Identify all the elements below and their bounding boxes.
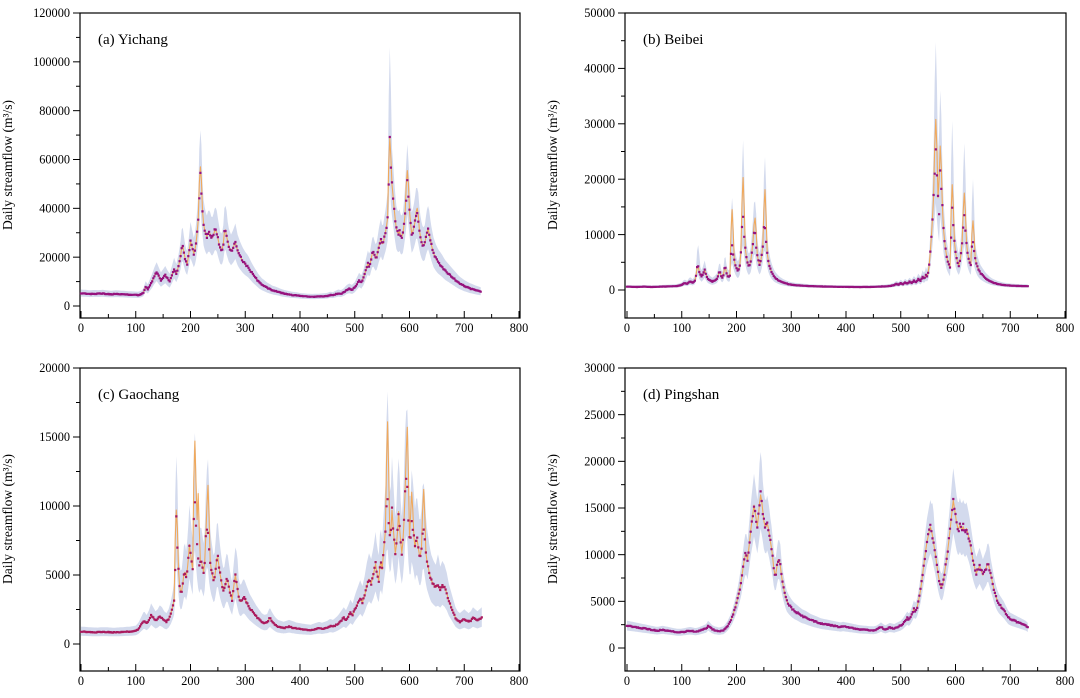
x-tick-label: 700 <box>455 674 473 688</box>
x-tick-label: 600 <box>400 321 418 335</box>
x-tick-label: 0 <box>624 674 630 688</box>
x-tick-label: 400 <box>291 674 309 688</box>
uncertainty-band-d <box>627 452 1028 636</box>
x-tick-label: 400 <box>837 321 855 335</box>
x-tick-label: 800 <box>510 321 528 335</box>
x-tick-label: 800 <box>510 674 528 688</box>
x-tick-label: 600 <box>946 674 964 688</box>
x-tick-label: 700 <box>455 321 473 335</box>
x-tick-label: 0 <box>78 674 84 688</box>
x-tick-label: 0 <box>624 321 630 335</box>
simulated-line-a <box>80 136 481 298</box>
x-tick-label: 700 <box>1001 321 1019 335</box>
x-tick-label: 500 <box>346 674 364 688</box>
observed-points-a <box>79 135 482 298</box>
y-tick-label: 10000 <box>584 228 615 242</box>
panel-b-title: (b) Beibei <box>643 32 703 48</box>
x-tick-label: 300 <box>236 321 254 335</box>
x-tick-label: 500 <box>892 674 910 688</box>
x-tick-label: 200 <box>181 321 199 335</box>
x-tick-label: 300 <box>236 674 254 688</box>
x-tick-label: 400 <box>291 321 309 335</box>
y-tick-label: 5000 <box>45 568 70 582</box>
y-tick-label: 20000 <box>39 250 70 264</box>
y-tick-label: 15000 <box>39 430 70 444</box>
x-tick-label: 100 <box>127 321 145 335</box>
y-tick-label: 20000 <box>39 361 70 375</box>
y-tick-label: 0 <box>64 299 70 313</box>
y-tick-label: 60000 <box>39 153 70 167</box>
panel-c-ylabel: Daily streamflow (m³/s) <box>0 454 15 584</box>
y-tick-label: 20000 <box>584 172 615 186</box>
x-tick-label: 600 <box>946 321 964 335</box>
x-tick-label: 100 <box>127 674 145 688</box>
x-tick-label: 700 <box>1001 674 1019 688</box>
observed-points-c <box>79 477 483 634</box>
x-tick-label: 300 <box>782 321 800 335</box>
uncertainty-band-a <box>81 47 481 300</box>
x-tick-label: 200 <box>727 321 745 335</box>
uncertainty-band-c <box>81 391 482 637</box>
panel-d-title: (d) Pingshan <box>643 387 720 403</box>
x-tick-label: 0 <box>78 321 84 335</box>
x-tick-label: 600 <box>400 674 418 688</box>
y-tick-label: 40000 <box>584 62 615 76</box>
y-tick-label: 0 <box>609 641 615 655</box>
x-tick-label: 800 <box>1056 321 1074 335</box>
panel-d-ylabel: Daily streamflow (m³/s) <box>545 454 560 584</box>
panel-a-ylabel: Daily streamflow (m³/s) <box>0 100 15 230</box>
y-tick-label: 50000 <box>584 6 615 20</box>
y-tick-label: 80000 <box>39 104 70 118</box>
panel-c-title: (c) Gaochang <box>98 387 180 403</box>
y-tick-label: 10000 <box>584 548 615 562</box>
y-tick-label: 15000 <box>584 501 615 515</box>
x-tick-label: 400 <box>837 674 855 688</box>
x-tick-label: 200 <box>181 674 199 688</box>
y-tick-label: 40000 <box>39 202 70 216</box>
y-tick-label: 20000 <box>584 455 615 469</box>
x-tick-label: 200 <box>727 674 745 688</box>
x-tick-label: 100 <box>673 321 691 335</box>
y-tick-label: 0 <box>64 637 70 651</box>
y-tick-label: 30000 <box>584 361 615 375</box>
panel-b-frame <box>624 12 1067 319</box>
y-tick-label: 10000 <box>39 499 70 513</box>
y-tick-label: 30000 <box>584 117 615 131</box>
x-tick-label: 300 <box>782 674 800 688</box>
y-tick-label: 25000 <box>584 408 615 422</box>
y-tick-label: 5000 <box>590 595 615 609</box>
y-tick-label: 0 <box>609 283 615 297</box>
panel-a-title: (a) Yichang <box>98 32 168 48</box>
x-tick-label: 500 <box>892 321 910 335</box>
y-tick-label: 120000 <box>33 6 70 20</box>
x-tick-label: 500 <box>346 321 364 335</box>
x-tick-label: 800 <box>1056 674 1074 688</box>
simulated-line-c <box>81 421 483 633</box>
y-tick-label: 100000 <box>33 55 70 69</box>
x-tick-label: 100 <box>673 674 691 688</box>
panel-b-ylabel: Daily streamflow (m³/s) <box>545 100 560 230</box>
